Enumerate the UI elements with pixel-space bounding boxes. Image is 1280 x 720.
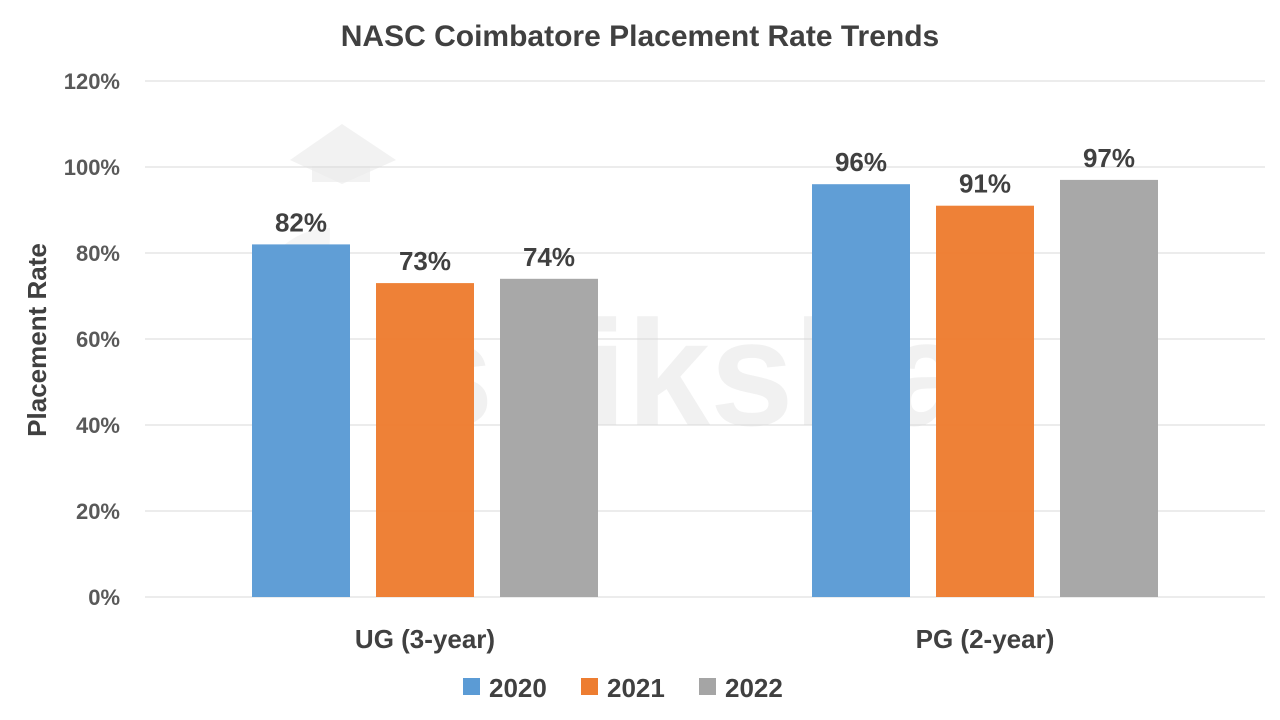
y-tick-label: 60% xyxy=(76,327,120,352)
legend-label-2022: 2022 xyxy=(725,673,783,703)
data-label: 74% xyxy=(523,242,575,272)
data-label: 82% xyxy=(275,207,327,237)
y-tick-label: 0% xyxy=(88,585,120,610)
x-category-labels: UG (3-year) PG (2-year) xyxy=(355,624,1054,654)
y-tick-label: 20% xyxy=(76,499,120,524)
data-label: 96% xyxy=(835,147,887,177)
legend-label-2020: 2020 xyxy=(489,673,547,703)
bar-2021-pg xyxy=(936,205,1034,597)
legend: 2020 2021 2022 xyxy=(463,673,783,703)
x-category-label: UG (3-year) xyxy=(355,624,495,654)
legend-label-2021: 2021 xyxy=(607,673,665,703)
bar-2022-pg xyxy=(1060,179,1158,597)
watermark-cap-base xyxy=(312,166,370,182)
data-label: 91% xyxy=(959,169,1011,199)
y-tick-labels: 0% 20% 40% 60% 80% 100% 120% xyxy=(64,69,120,610)
y-tick-label: 120% xyxy=(64,69,120,94)
legend-swatch-2020 xyxy=(463,678,480,695)
y-tick-label: 40% xyxy=(76,413,120,438)
bar-2020-pg xyxy=(812,184,910,597)
chart-title: NASC Coimbatore Placement Rate Trends xyxy=(341,20,940,53)
legend-swatch-2021 xyxy=(581,678,598,695)
y-axis-label: Placement Rate xyxy=(22,243,52,437)
legend-swatch-2022 xyxy=(699,678,716,695)
bars: 82% 73% 74% 96% 91% 97% xyxy=(252,143,1158,597)
y-tick-label: 100% xyxy=(64,155,120,180)
bar-2021-ug xyxy=(376,283,474,597)
y-tick-label: 80% xyxy=(76,241,120,266)
x-category-label: PG (2-year) xyxy=(916,624,1055,654)
data-label: 97% xyxy=(1083,143,1135,173)
data-label: 73% xyxy=(399,246,451,276)
bar-2020-ug xyxy=(252,244,350,597)
bar-2022-ug xyxy=(500,278,598,597)
